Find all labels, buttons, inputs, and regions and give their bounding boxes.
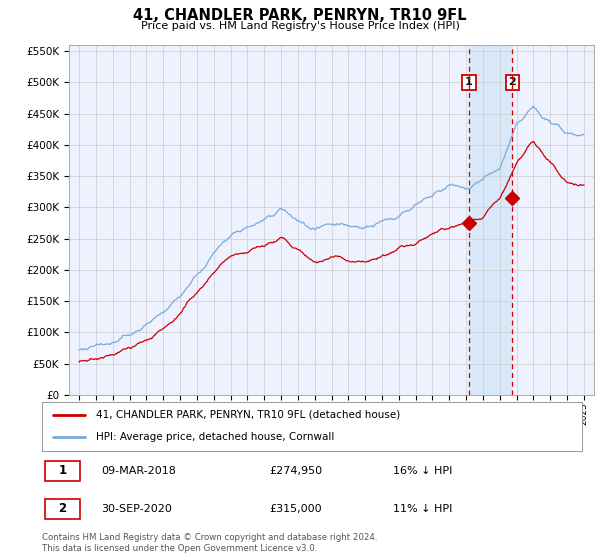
FancyBboxPatch shape [45,498,80,519]
Text: 2: 2 [509,77,516,87]
Text: 09-MAR-2018: 09-MAR-2018 [101,466,176,476]
Bar [469,45,512,395]
Text: 41, CHANDLER PARK, PENRYN, TR10 9FL: 41, CHANDLER PARK, PENRYN, TR10 9FL [133,8,467,24]
Text: Contains HM Land Registry data © Crown copyright and database right 2024.
This d: Contains HM Land Registry data © Crown c… [42,533,377,553]
Text: 30-SEP-2020: 30-SEP-2020 [101,504,172,514]
Text: 1: 1 [58,464,67,478]
FancyBboxPatch shape [45,461,80,481]
Text: £274,950: £274,950 [269,466,322,476]
Text: 2: 2 [58,502,67,515]
Text: 1: 1 [465,77,473,87]
Text: HPI: Average price, detached house, Cornwall: HPI: Average price, detached house, Corn… [96,432,334,442]
Text: 11% ↓ HPI: 11% ↓ HPI [393,504,452,514]
Text: £315,000: £315,000 [269,504,322,514]
Text: Price paid vs. HM Land Registry's House Price Index (HPI): Price paid vs. HM Land Registry's House … [140,21,460,31]
Text: 16% ↓ HPI: 16% ↓ HPI [393,466,452,476]
Text: 41, CHANDLER PARK, PENRYN, TR10 9FL (detached house): 41, CHANDLER PARK, PENRYN, TR10 9FL (det… [96,410,400,420]
